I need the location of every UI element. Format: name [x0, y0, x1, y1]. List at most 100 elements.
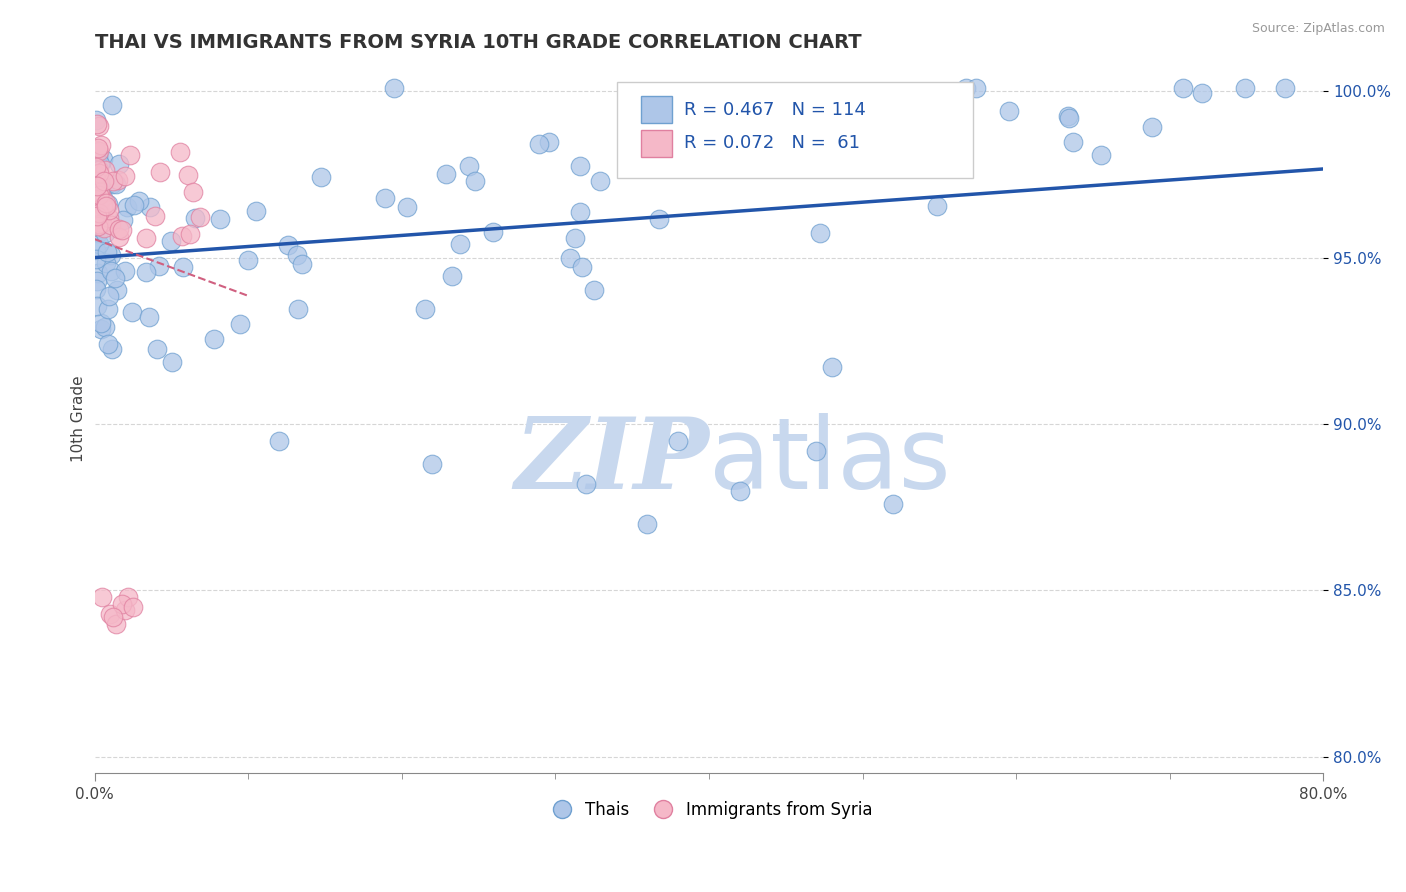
Point — [564, 231, 586, 245]
Point — [955, 80, 977, 95]
Point — [98, 289, 121, 303]
Point — [287, 301, 309, 316]
Point — [94, 227, 117, 241]
Point — [135, 231, 157, 245]
Point — [669, 151, 692, 165]
Point — [104, 177, 127, 191]
Point — [86, 227, 108, 241]
Point — [93, 163, 115, 178]
Point — [128, 194, 150, 208]
Point — [94, 195, 117, 210]
FancyBboxPatch shape — [641, 129, 672, 157]
Point — [100, 264, 122, 278]
Point — [84, 183, 107, 197]
Point — [117, 590, 139, 604]
Point — [101, 177, 124, 191]
Point — [236, 252, 259, 267]
Point — [90, 316, 112, 330]
Point — [413, 301, 436, 316]
Point — [169, 145, 191, 159]
Point — [821, 360, 844, 375]
Point — [374, 191, 396, 205]
Point — [291, 257, 314, 271]
Point — [84, 192, 107, 206]
Point — [86, 174, 108, 188]
Point — [122, 198, 145, 212]
Point — [761, 124, 783, 138]
Point — [382, 80, 405, 95]
Point — [464, 174, 486, 188]
Point — [100, 342, 122, 356]
Point — [91, 191, 114, 205]
Point — [97, 196, 120, 211]
Point — [1057, 111, 1080, 125]
Point — [84, 144, 107, 158]
Point — [108, 221, 131, 235]
Point — [482, 225, 505, 239]
Point — [87, 188, 110, 202]
Point — [91, 153, 114, 167]
FancyBboxPatch shape — [617, 82, 973, 178]
Point — [87, 206, 110, 220]
Point — [202, 332, 225, 346]
Point — [105, 616, 128, 631]
Point — [87, 163, 110, 178]
Point — [1062, 135, 1084, 149]
Point — [666, 434, 689, 448]
Point — [86, 149, 108, 163]
Point — [86, 117, 108, 131]
Point — [637, 516, 659, 531]
Point — [84, 145, 107, 159]
Point — [90, 211, 112, 226]
Point — [441, 269, 464, 284]
Point — [89, 217, 111, 231]
Point — [245, 204, 267, 219]
Point — [87, 141, 110, 155]
Point — [86, 299, 108, 313]
Point — [89, 166, 111, 180]
Point — [89, 157, 111, 171]
Point — [107, 173, 129, 187]
Point — [457, 159, 479, 173]
Point — [808, 226, 831, 240]
Point — [589, 174, 612, 188]
Point — [575, 476, 598, 491]
Text: ZIP: ZIP — [515, 413, 709, 509]
Point — [90, 321, 112, 335]
Point — [806, 443, 828, 458]
Point — [139, 200, 162, 214]
Point — [89, 144, 111, 158]
Point — [84, 216, 107, 230]
Point — [1191, 86, 1213, 100]
Point — [93, 174, 115, 188]
Point — [94, 320, 117, 334]
Point — [87, 120, 110, 134]
Point — [148, 259, 170, 273]
Point — [97, 336, 120, 351]
Point — [179, 227, 201, 241]
Point — [100, 218, 122, 232]
Point — [101, 98, 124, 112]
Point — [114, 603, 136, 617]
Point — [181, 186, 204, 200]
Point — [616, 109, 638, 123]
Point — [84, 252, 107, 266]
Point — [87, 209, 110, 223]
Point — [145, 209, 167, 223]
FancyBboxPatch shape — [641, 96, 672, 123]
Point — [87, 202, 110, 217]
Point — [86, 179, 108, 194]
Point — [647, 212, 669, 227]
Point — [138, 310, 160, 324]
Point — [87, 267, 110, 281]
Point — [188, 210, 211, 224]
Point — [267, 434, 290, 448]
Point — [728, 483, 751, 498]
Text: atlas: atlas — [709, 413, 950, 510]
Point — [965, 80, 987, 95]
Point — [90, 174, 112, 188]
Legend: Thais, Immigrants from Syria: Thais, Immigrants from Syria — [538, 794, 879, 825]
Point — [229, 317, 252, 331]
Point — [91, 216, 114, 230]
Point — [1274, 80, 1296, 95]
